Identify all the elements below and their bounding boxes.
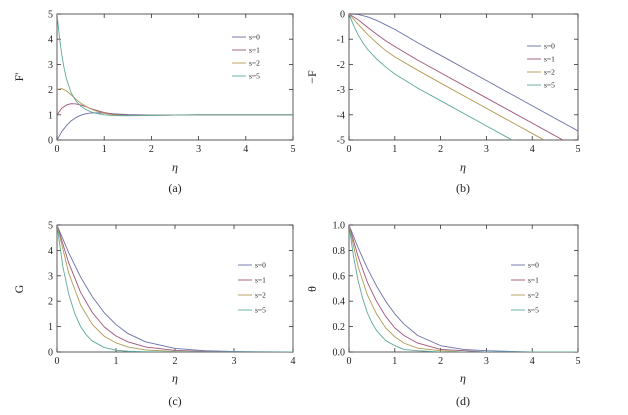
y-tick-label: 0.6 (333, 271, 346, 282)
plot-frame (56, 224, 294, 353)
legend-label: s=5 (249, 72, 260, 81)
y-tick-label: 0.0 (333, 348, 346, 359)
panel-label: (a) (168, 181, 181, 195)
x-tick-label: 3 (196, 144, 201, 155)
panel-label: (b) (456, 181, 470, 195)
x-tick-label: 4 (291, 356, 296, 367)
series-line-s=5 (57, 14, 293, 117)
legend-label: s=1 (249, 46, 260, 55)
x-tick-label: 3 (232, 356, 237, 367)
y-axis-label: −F (305, 70, 319, 84)
x-axis-label: η (460, 371, 466, 385)
plot-frame (348, 224, 579, 353)
series-line-s=2 (57, 225, 293, 352)
series-line-s=2 (57, 88, 293, 117)
x-tick-label: 1 (102, 144, 107, 155)
x-tick-label: 0 (55, 144, 60, 155)
legend-label: s=1 (528, 276, 539, 285)
legend-label: s=2 (528, 291, 539, 300)
chart-panel-2: 0 1 2 3 4 5 0 -1 -2 -3 -4 -5 s=0 s=1 s=2 s=5 η −F (b) (305, 10, 581, 196)
y-tick-label: -1 (337, 35, 345, 46)
y-tick-label: 5 (48, 10, 53, 21)
y-tick-label: 0 (48, 348, 53, 359)
series-line-s=0 (57, 112, 293, 140)
x-tick-label: 2 (438, 356, 443, 367)
series-line-s=5 (57, 225, 293, 352)
y-tick-label: 3 (48, 60, 53, 71)
x-tick-label: 1 (114, 356, 119, 367)
y-tick-label: 2 (48, 297, 53, 308)
x-tick-label: 5 (291, 144, 296, 155)
y-tick-label: 5 (48, 221, 53, 232)
legend-label: s=0 (255, 261, 266, 270)
x-tick-label: 2 (173, 356, 178, 367)
y-axis-label: G (12, 284, 26, 293)
y-tick-label: 0 (340, 10, 345, 21)
y-axis-label: θ (305, 286, 319, 292)
legend-label: s=2 (544, 68, 555, 77)
x-tick-label: 4 (530, 144, 535, 155)
y-tick-label: 1 (48, 110, 53, 121)
y-tick-label: 1.0 (333, 221, 346, 232)
legend-label: s=5 (528, 306, 539, 315)
x-tick-label: 3 (484, 144, 489, 155)
x-axis-label: η (172, 371, 178, 385)
y-tick-label: 4 (48, 246, 53, 257)
series-line-s=1 (349, 14, 564, 140)
panel-label: (d) (456, 394, 470, 408)
x-axis-label: η (172, 160, 178, 174)
series-line-s=2 (349, 14, 546, 140)
x-tick-label: 1 (392, 356, 397, 367)
series-line-s=1 (57, 225, 293, 352)
chart-panel-1: 0 1 2 3 4 5 0 1 2 3 4 5 s=0 s=1 s=2 s=5 η F' (a) (12, 10, 296, 196)
series-line-s=1 (349, 225, 578, 352)
legend-label: s=0 (544, 42, 555, 51)
y-tick-label: 0 (48, 136, 53, 147)
x-tick-label: 0 (347, 144, 352, 155)
x-tick-label: 4 (243, 144, 248, 155)
series-line-s=5 (349, 225, 578, 352)
chart-panel-4: 0 1 2 3 4 5 0.0 0.2 0.4 0.6 0.8 1.0 s=0 s=1 s=2 s=5 η θ (d… (305, 221, 581, 409)
y-tick-label: 1 (48, 322, 53, 333)
y-tick-label: 3 (48, 271, 53, 282)
y-tick-label: -4 (337, 110, 345, 121)
x-tick-label: 2 (438, 144, 443, 155)
y-tick-label: 0.8 (333, 246, 346, 257)
series-line-s=0 (57, 225, 293, 352)
y-tick-label: 2 (48, 85, 53, 96)
x-tick-label: 2 (149, 144, 154, 155)
legend-label: s=2 (255, 291, 266, 300)
y-tick-label: -5 (337, 136, 345, 147)
legend-label: s=0 (249, 33, 260, 42)
series-line-s=5 (349, 14, 513, 140)
series-line-s=2 (349, 225, 578, 352)
legend-label: s=1 (544, 55, 555, 64)
plot-frame (56, 13, 294, 141)
y-tick-label: 4 (48, 35, 53, 46)
y-tick-label: 0.4 (333, 297, 346, 308)
y-tick-label: -2 (337, 60, 345, 71)
y-axis-label: F' (12, 73, 26, 82)
x-tick-label: 4 (530, 356, 535, 367)
x-axis-label: η (460, 160, 466, 174)
x-tick-label: 5 (576, 356, 581, 367)
y-tick-label: -3 (337, 85, 345, 96)
x-tick-label: 5 (576, 144, 581, 155)
panel-label: (c) (168, 394, 181, 408)
x-tick-label: 0 (347, 356, 352, 367)
x-tick-label: 3 (484, 356, 489, 367)
chart-panel-3: 0 1 2 3 4 0 1 2 3 4 5 s=0 s=1 s=2 s=5 η G (c) (12, 221, 296, 409)
series-line-s=0 (349, 225, 578, 352)
x-tick-label: 1 (392, 144, 397, 155)
legend-label: s=1 (255, 276, 266, 285)
legend-label: s=2 (249, 59, 260, 68)
series-line-s=0 (349, 14, 578, 132)
legend-label: s=5 (255, 306, 266, 315)
x-tick-label: 0 (55, 356, 60, 367)
legend-label: s=5 (544, 81, 555, 90)
plot-frame (348, 13, 579, 141)
legend-label: s=0 (528, 261, 539, 270)
y-tick-label: 0.2 (333, 322, 346, 333)
